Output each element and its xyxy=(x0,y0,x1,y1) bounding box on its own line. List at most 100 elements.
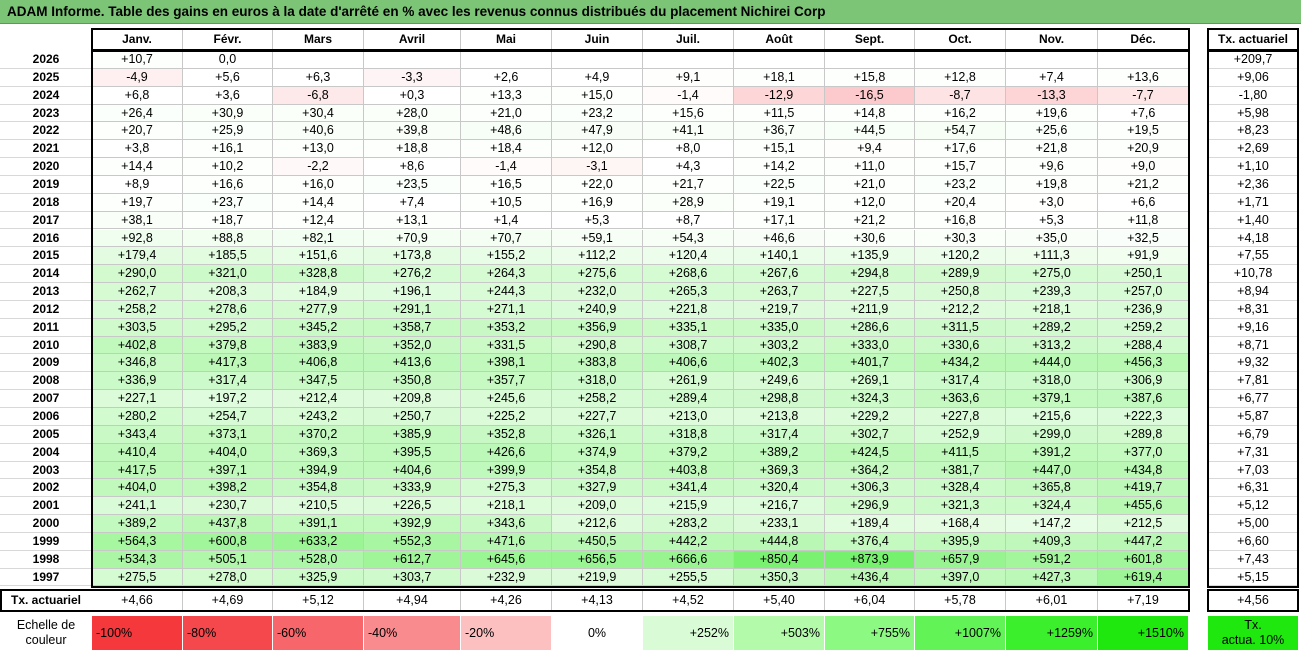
table-cell: +619,4 xyxy=(1098,568,1189,587)
table-cell: +262,7 xyxy=(92,283,183,301)
table-cell: +395,5 xyxy=(364,443,461,462)
table-cell: +434,2 xyxy=(915,354,1006,373)
table-cell: +343,6 xyxy=(461,515,552,533)
table-cell: +335,0 xyxy=(734,318,825,337)
rate-cell: +8,23 xyxy=(1208,122,1298,141)
table-cell: +313,2 xyxy=(1006,336,1098,355)
table-cell: +404,6 xyxy=(364,461,461,480)
table-cell: +184,9 xyxy=(273,283,364,301)
footer-cell: +4,69 xyxy=(183,589,273,611)
year-label: 2000 xyxy=(0,515,92,533)
table-cell: +397,1 xyxy=(183,461,273,480)
table-cell: +12,4 xyxy=(273,211,364,230)
table-cell: +22,5 xyxy=(734,175,825,194)
table-cell: +12,0 xyxy=(552,140,643,159)
year-label: 2018 xyxy=(0,194,92,212)
footer-cell: +4,52 xyxy=(643,589,734,611)
color-scale-swatch: +1259% xyxy=(1006,616,1097,650)
year-label: 2008 xyxy=(0,372,92,391)
table-cell: +398,1 xyxy=(461,354,552,373)
table-cell: +120,4 xyxy=(643,247,734,266)
table-cell: +46,6 xyxy=(734,229,825,248)
table-cell: +6,8 xyxy=(92,86,183,105)
table-cell: +219,7 xyxy=(734,300,825,319)
table-cell: +6,3 xyxy=(273,68,364,87)
table-cell: +401,7 xyxy=(825,354,915,373)
year-label: 2005 xyxy=(0,426,92,444)
table-cell: +263,7 xyxy=(734,283,825,301)
table-cell: +168,4 xyxy=(915,515,1006,533)
table-cell: +14,8 xyxy=(825,104,915,123)
table-cell: +278,0 xyxy=(183,568,273,587)
color-scale-swatch: -40% xyxy=(364,616,460,650)
table-cell: +4,3 xyxy=(643,158,734,176)
table-cell: +23,5 xyxy=(364,175,461,194)
table-cell: +656,5 xyxy=(552,550,643,569)
table-cell: +434,8 xyxy=(1098,461,1189,480)
table-cell: +7,4 xyxy=(364,193,461,212)
footer-cell: +5,12 xyxy=(273,589,364,611)
table-cell: +275,3 xyxy=(461,479,552,498)
table-cell: +612,7 xyxy=(364,550,461,569)
table-cell: +280,2 xyxy=(92,408,183,426)
table-cell: +417,5 xyxy=(92,461,183,480)
table-cell: +403,8 xyxy=(643,461,734,480)
table-cell: +335,1 xyxy=(643,318,734,337)
table-cell: +294,8 xyxy=(825,265,915,284)
table-cell: +20,7 xyxy=(92,122,183,141)
table-cell: +227,5 xyxy=(825,283,915,301)
table-cell: +352,8 xyxy=(461,425,552,444)
table-cell: +92,8 xyxy=(92,229,183,248)
table-cell: +633,2 xyxy=(273,532,364,551)
table-cell: +221,8 xyxy=(643,300,734,319)
color-scale-swatch: +1007% xyxy=(915,616,1005,650)
table-cell: +289,9 xyxy=(915,265,1006,284)
table-cell: +232,9 xyxy=(461,568,552,587)
table-cell: +16,8 xyxy=(915,211,1006,230)
table-cell: +357,7 xyxy=(461,372,552,391)
table-cell: +2,6 xyxy=(461,68,552,87)
table-cell: +15,0 xyxy=(552,86,643,105)
table-cell: +209,0 xyxy=(552,497,643,516)
table-cell: -3,1 xyxy=(552,158,643,176)
column-header: Mars xyxy=(273,29,364,50)
table-cell: +209,8 xyxy=(364,390,461,408)
column-header: Juil. xyxy=(643,29,734,50)
table-cell xyxy=(825,51,915,69)
table-cell: +354,8 xyxy=(273,479,364,498)
rate-cell: +5,98 xyxy=(1208,105,1298,123)
table-cell: +455,6 xyxy=(1098,497,1189,516)
table-cell: +275,0 xyxy=(1006,265,1098,284)
table-cell: +9,0 xyxy=(1098,158,1189,176)
table-cell: +7,6 xyxy=(1098,104,1189,123)
rate-cell: +1,40 xyxy=(1208,212,1298,230)
table-cell: +399,9 xyxy=(461,461,552,480)
column-header: Oct. xyxy=(915,29,1006,50)
table-cell: +321,3 xyxy=(915,497,1006,516)
rate-cell: +7,43 xyxy=(1208,551,1298,569)
table-cell: -3,3 xyxy=(364,68,461,87)
table-cell: +406,8 xyxy=(273,354,364,373)
table-cell: +346,8 xyxy=(92,354,183,373)
table-cell: +404,0 xyxy=(92,479,183,498)
table-cell: +363,6 xyxy=(915,390,1006,408)
footer-cell: +5,78 xyxy=(915,589,1006,611)
rate-cell: +9,06 xyxy=(1208,69,1298,87)
table-cell: +13,3 xyxy=(461,86,552,105)
table-cell: +404,0 xyxy=(183,443,273,462)
table-cell: +13,0 xyxy=(273,140,364,159)
footer-cell: +4,26 xyxy=(461,589,552,611)
footer-cell: +7,19 xyxy=(1098,589,1189,611)
column-header: Juin xyxy=(552,29,643,50)
table-cell: -6,8 xyxy=(273,86,364,105)
table-cell: +14,2 xyxy=(734,158,825,176)
table-cell: +11,0 xyxy=(825,158,915,176)
year-label: 2024 xyxy=(0,87,92,105)
table-cell: +215,9 xyxy=(643,497,734,516)
table-cell: +298,8 xyxy=(734,390,825,408)
table-cell: +352,0 xyxy=(364,336,461,355)
rate-cell: +1,10 xyxy=(1208,158,1298,176)
table-cell: -1,4 xyxy=(643,86,734,105)
table-cell: +16,1 xyxy=(183,140,273,159)
table-cell: +398,2 xyxy=(183,479,273,498)
